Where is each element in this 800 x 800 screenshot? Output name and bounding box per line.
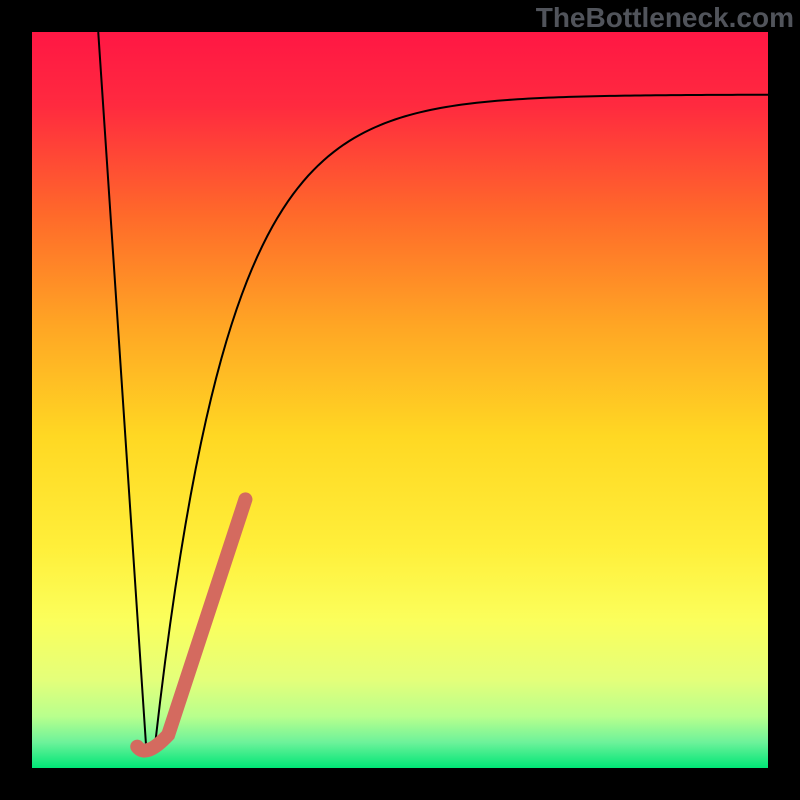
watermark-text: TheBottleneck.com <box>536 2 794 34</box>
chart-container: TheBottleneck.com <box>0 0 800 800</box>
plot-area <box>32 32 768 768</box>
plot-svg <box>32 32 768 768</box>
gradient-background <box>32 32 768 768</box>
